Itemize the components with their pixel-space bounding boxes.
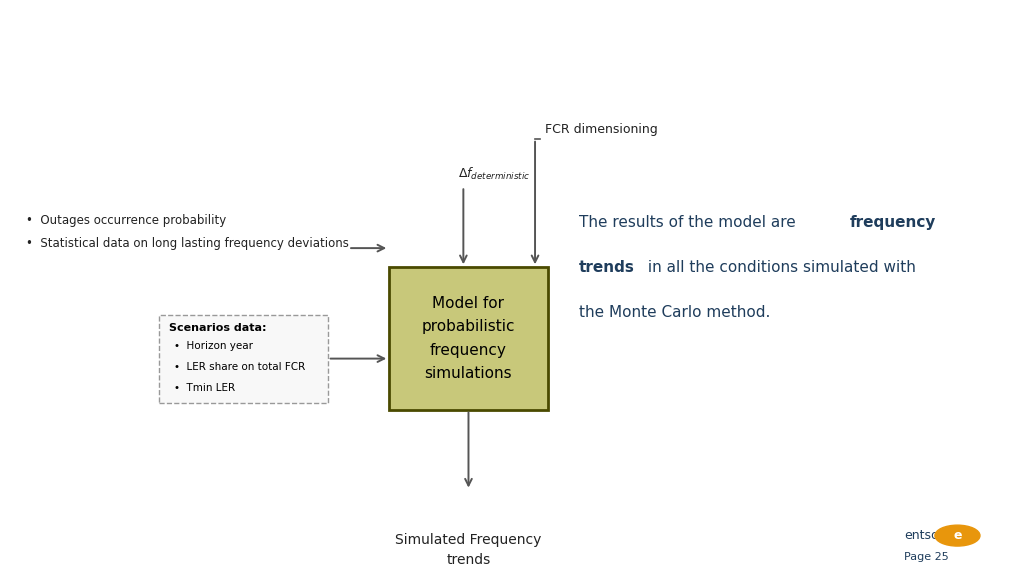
Text: $\Delta f_{deterministic}$: $\Delta f_{deterministic}$ [459, 165, 530, 181]
Text: The results of the model are: The results of the model are [579, 215, 800, 230]
Text: •  Statistical data on long lasting frequency deviations: • Statistical data on long lasting frequ… [26, 237, 348, 251]
Text: •  Horizon year: • Horizon year [174, 341, 253, 351]
Text: Page 25: Page 25 [904, 552, 949, 562]
Text: CBA Methodology Proposal: CBA Methodology Proposal [23, 25, 446, 53]
Text: •  LER share on total FCR: • LER share on total FCR [174, 362, 305, 372]
Text: trends: trends [579, 260, 635, 275]
Text: •  Outages occurrence probability: • Outages occurrence probability [26, 214, 226, 227]
Text: Model for probabilistic frequency simulations: Model for probabilistic frequency simula… [23, 59, 524, 79]
Text: Model for
probabilistic
frequency
simulations: Model for probabilistic frequency simula… [422, 296, 515, 381]
Circle shape [935, 525, 980, 546]
Text: entso: entso [904, 529, 939, 542]
Text: in all the conditions simulated with: in all the conditions simulated with [643, 260, 915, 275]
FancyBboxPatch shape [159, 314, 328, 403]
FancyBboxPatch shape [389, 267, 548, 410]
Text: e: e [953, 529, 962, 542]
Text: FCR dimensioning: FCR dimensioning [545, 123, 658, 137]
Text: frequency: frequency [850, 215, 936, 230]
Text: •  Tmin LER: • Tmin LER [174, 382, 236, 393]
Text: the Monte Carlo method.: the Monte Carlo method. [579, 305, 770, 320]
Text: Scenarios data:: Scenarios data: [169, 323, 266, 333]
Text: Simulated Frequency
trends: Simulated Frequency trends [395, 533, 542, 567]
